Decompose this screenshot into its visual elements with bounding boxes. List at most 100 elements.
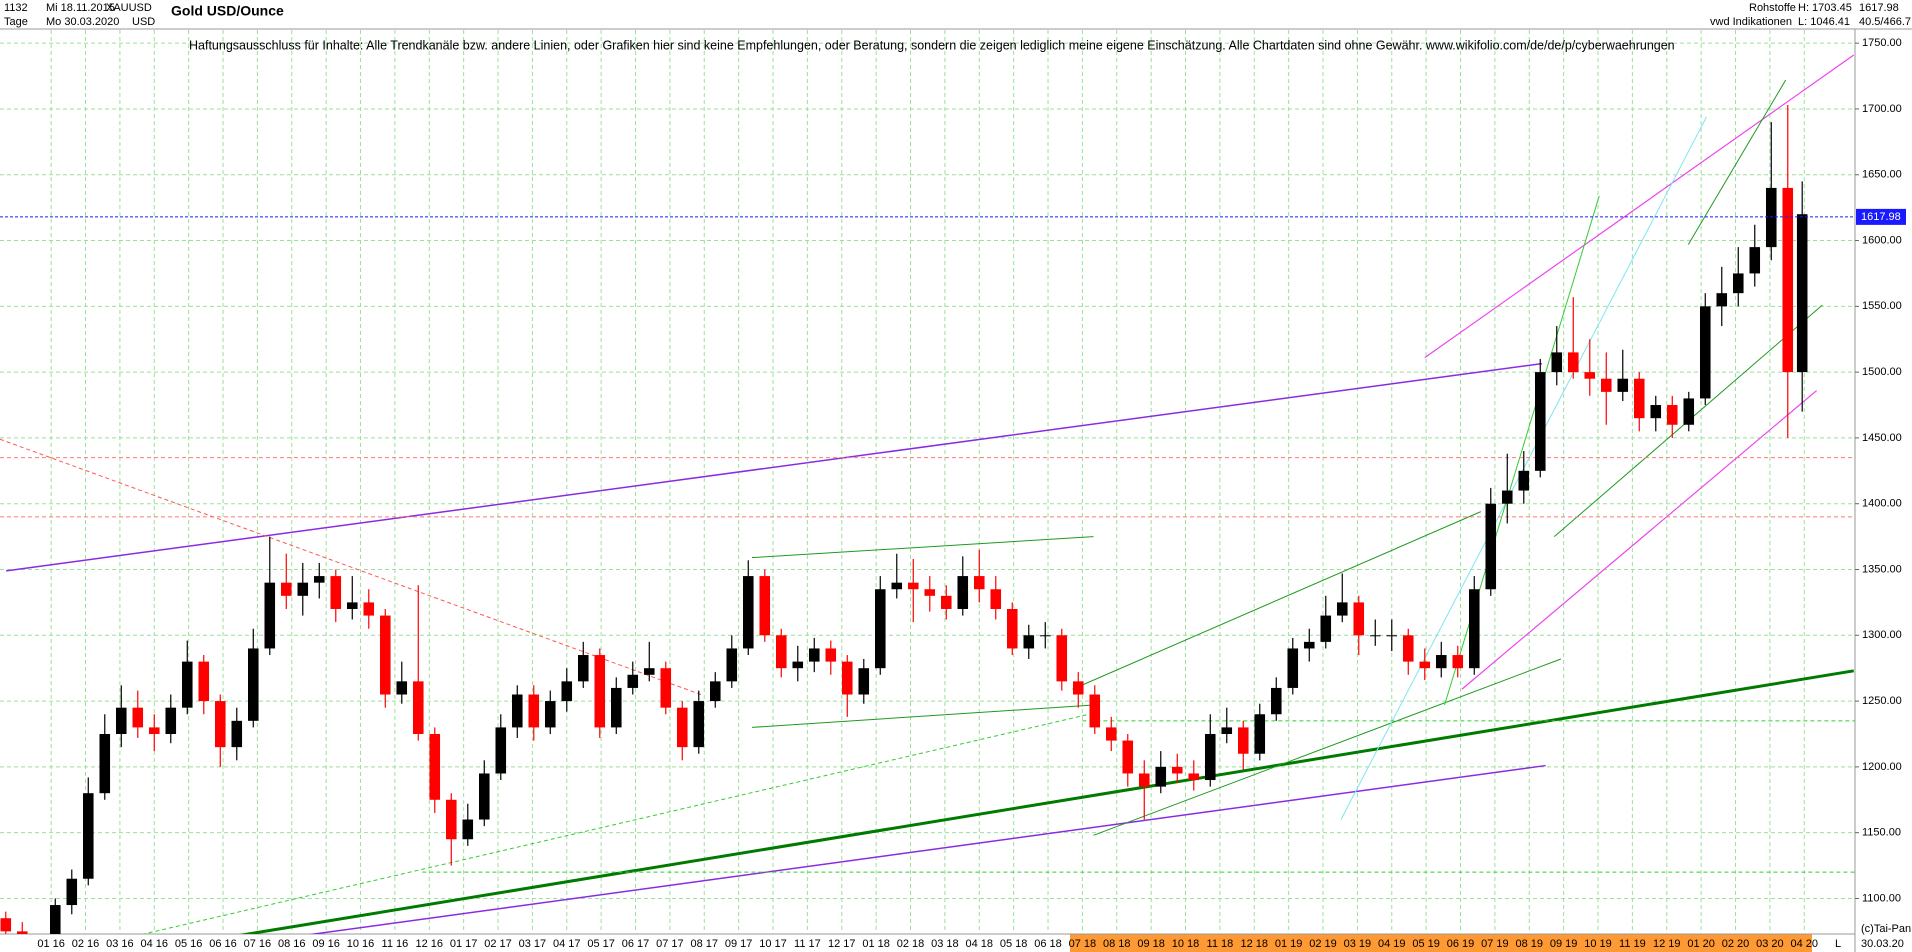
- candle-body: [1796, 214, 1808, 373]
- x-tick-label: 12 19: [1653, 938, 1681, 950]
- x-tick-label: 01 17: [450, 938, 478, 950]
- y-tick-label: 1550.00: [1862, 300, 1902, 312]
- y-tick-label: 1150.00: [1862, 827, 1901, 839]
- candle-body: [1089, 694, 1101, 728]
- candle-body: [1666, 405, 1678, 425]
- candle-body: [1303, 641, 1315, 649]
- candle-body: [1006, 608, 1018, 649]
- header-low: L: 1046.41: [1798, 16, 1850, 28]
- copyright: (c)Tai-Pan: [1861, 923, 1911, 935]
- candle-body: [1270, 687, 1282, 715]
- candle-body: [1402, 635, 1414, 662]
- x-tick-label: 12 17: [828, 938, 856, 950]
- y-tick-label: 1500.00: [1862, 366, 1902, 378]
- candles: [0, 105, 1808, 934]
- grid: [0, 30, 1855, 934]
- candle-body: [231, 720, 243, 748]
- candle-body: [990, 589, 1002, 609]
- x-tick-label: 10 18: [1172, 938, 1200, 950]
- candle-body: [792, 661, 804, 669]
- candle-body: [1732, 273, 1744, 294]
- candle-body: [891, 582, 903, 590]
- candle-body: [1320, 615, 1332, 642]
- y-tick-label: 1700.00: [1862, 103, 1902, 115]
- x-tick-label: 12 16: [416, 938, 444, 950]
- x-tick-label: 07 17: [656, 938, 684, 950]
- candle-body: [808, 648, 820, 662]
- candle-body: [247, 648, 259, 721]
- candle-body: [693, 701, 705, 748]
- candle-body: [1749, 247, 1761, 274]
- candle-body: [775, 635, 787, 669]
- candle-body: [1171, 766, 1183, 774]
- candle-body: [429, 733, 441, 800]
- candle-body: [1600, 378, 1612, 392]
- trend-line: [751, 704, 1094, 728]
- x-tick-label: 08 18: [1103, 938, 1131, 950]
- candle-body: [907, 582, 919, 590]
- x-tick-label: 09 18: [1137, 938, 1165, 950]
- candle-body: [1567, 352, 1579, 373]
- candle-body: [1204, 733, 1216, 781]
- candle-body: [363, 602, 375, 616]
- x-tick-label: 11 17: [794, 938, 821, 950]
- candle-body: [1584, 372, 1596, 379]
- header-from-date: Mi 18.11.2015: [46, 2, 115, 14]
- trend-line: [1687, 79, 1787, 245]
- end-date: 30.03.20: [1861, 938, 1904, 950]
- trend-line: [6, 362, 1543, 572]
- candle-body: [660, 668, 672, 708]
- x-tick-label: 08 19: [1515, 938, 1543, 950]
- trend-line: [751, 536, 1094, 559]
- header-currency: USD: [132, 16, 155, 28]
- candle-body: [214, 701, 226, 748]
- x-tick-label: 06 19: [1447, 938, 1475, 950]
- candle-body: [462, 819, 474, 840]
- x-tick-label: 11 18: [1207, 938, 1234, 950]
- x-tick-label: 03 20: [1756, 938, 1784, 950]
- header-to-date: Mo 30.03.2020: [46, 16, 119, 28]
- candle-body: [165, 707, 177, 734]
- y-tick-label: 1350.00: [1862, 563, 1902, 575]
- x-tick-label: 12 18: [1241, 938, 1269, 950]
- candle-body: [544, 701, 556, 728]
- x-tick-label: 01 19: [1275, 938, 1303, 950]
- candle-body: [132, 707, 144, 728]
- x-tick-label: 05 17: [587, 938, 615, 950]
- candle-body: [1056, 635, 1068, 682]
- y-tick-label: 1750.00: [1862, 37, 1902, 49]
- y-tick-label: 1600.00: [1862, 234, 1902, 246]
- candle-body: [709, 681, 721, 702]
- candle-body: [1518, 470, 1530, 491]
- candle-body: [528, 694, 540, 728]
- candle-body: [1468, 589, 1480, 669]
- candle-body: [1221, 727, 1233, 734]
- candle-body: [1336, 602, 1348, 616]
- candle-body: [1683, 398, 1695, 425]
- candle-body: [594, 655, 606, 728]
- candle-body: [1287, 648, 1299, 688]
- candle-body: [115, 707, 127, 734]
- candle-body: [973, 576, 985, 590]
- y-tick-label: 1400.00: [1862, 498, 1902, 510]
- candle-body: [297, 582, 309, 596]
- header-group: Rohstoffe: [1749, 2, 1796, 14]
- candle-body: [1188, 773, 1200, 781]
- x-tick-label: 08 16: [278, 938, 306, 950]
- x-tick-label: 03 17: [519, 938, 547, 950]
- x-tick-label: 06 17: [622, 938, 650, 950]
- trend-line: [1072, 511, 1482, 690]
- candle-body: [924, 589, 936, 596]
- candle-body: [1501, 490, 1513, 504]
- candle-body: [330, 576, 342, 609]
- x-tick-label: 04 17: [553, 938, 581, 950]
- x-tick-label: 02 20: [1722, 938, 1750, 950]
- candle-body: [940, 595, 952, 609]
- header-source: vwd Indikationen: [1710, 16, 1792, 28]
- y-tick-label: 1200.00: [1862, 761, 1902, 773]
- candle-body: [1353, 602, 1365, 636]
- candle-body: [957, 576, 969, 609]
- header-high: H: 1703.45: [1798, 2, 1852, 14]
- header-last-price: 1617.98: [1859, 2, 1899, 14]
- candle-body: [99, 733, 111, 794]
